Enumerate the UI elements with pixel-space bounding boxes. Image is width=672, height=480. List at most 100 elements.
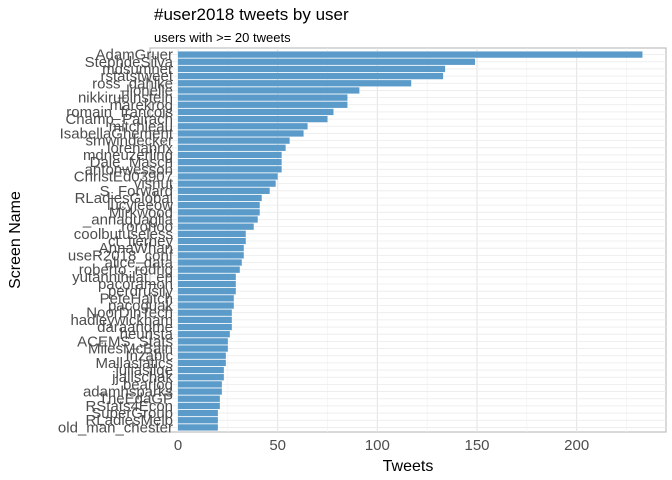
- bar: [178, 359, 226, 367]
- y-tick-label: hadleywickham: [70, 312, 173, 329]
- bar: [178, 345, 228, 352]
- y-tick-label: AdamGruer: [95, 47, 173, 64]
- y-tick-label: ct_tierney: [108, 233, 174, 250]
- bar: [178, 187, 270, 194]
- y-tick-label: antonwesson: [85, 161, 173, 178]
- y-tick-label: yutannihilat_en: [72, 269, 173, 286]
- x-tick-label: 150: [464, 437, 489, 454]
- chart-subtitle: users with >= 20 tweets: [154, 30, 291, 45]
- bar: [178, 245, 244, 252]
- bar: [178, 230, 246, 237]
- x-tick-label: 50: [269, 437, 286, 454]
- y-tick-label: RStats4Econ: [85, 398, 173, 415]
- bar: [178, 94, 348, 101]
- y-tick-label: pacoramon: [98, 276, 173, 293]
- y-tick-label: IsabellaGhement: [60, 125, 174, 142]
- bar: [178, 302, 234, 309]
- bar: [178, 402, 220, 410]
- y-tick-label: Inzabic: [125, 348, 173, 365]
- bar: [178, 216, 258, 223]
- y-tick-label: old_man_chester: [58, 419, 173, 436]
- bar: [178, 338, 228, 345]
- bar: [178, 424, 218, 431]
- y-tick-label: mitchleau: [109, 118, 173, 135]
- x-tick-labels: 0 50 100 150 200: [174, 437, 589, 454]
- bar: [178, 366, 224, 374]
- bar: [178, 137, 290, 144]
- y-tick-label: SuperGroup: [91, 405, 173, 422]
- y-tick-label: S_Forward: [100, 183, 173, 200]
- x-tick-label: 100: [365, 437, 390, 454]
- bar: [178, 280, 236, 288]
- y-tick-label: romain_francois: [66, 104, 173, 121]
- y-tick-label: RLadiesMelb: [85, 412, 173, 429]
- y-tick-label: Champ_Pairach: [65, 111, 173, 128]
- bar: [178, 223, 254, 230]
- y-tick-label: jjallschak: [111, 369, 173, 386]
- bar: [178, 87, 360, 94]
- y-tick-label: Mallaslatics: [95, 355, 173, 372]
- y-tick-label: lucyleeow: [107, 197, 173, 214]
- bar: [178, 259, 242, 266]
- y-tick-label: juliasilge: [114, 362, 173, 379]
- bar: [178, 209, 260, 216]
- y-tick-labels: AdamGruerStephdeSilvamdsumnerrstatstweet…: [58, 47, 174, 437]
- y-tick-label: Dale_Masch: [90, 154, 173, 171]
- bar: [178, 323, 232, 331]
- y-tick-label: StephdeSilva: [85, 54, 174, 71]
- y-tick-label: lorenanrix: [107, 140, 173, 157]
- bar: [178, 409, 218, 417]
- bar: [178, 237, 246, 245]
- bar: [178, 266, 240, 273]
- y-tick-label: MilesMcBain: [88, 341, 173, 358]
- x-tick-label: 200: [564, 437, 589, 454]
- y-tick-label: heurista: [120, 326, 174, 343]
- y-tick-label: adamhsparks: [83, 384, 173, 401]
- y-tick-label: AnnaWhan: [99, 240, 173, 257]
- chart-title: #user2018 tweets by user: [154, 5, 349, 24]
- y-tick-label: ross_dahlke: [92, 75, 173, 92]
- bars: [178, 51, 643, 431]
- bar: [178, 309, 232, 316]
- bar: [178, 374, 224, 381]
- y-tick-label: rorohoo: [121, 219, 173, 236]
- y-tick-label: mdsumner: [102, 61, 173, 78]
- y-tick-label: bearlog: [123, 376, 173, 393]
- y-tick-label: visnut: [134, 176, 174, 193]
- bar: [178, 151, 282, 159]
- y-tick-label: coolbutuseless: [74, 226, 173, 243]
- y-tick-label: smwindecker: [85, 133, 173, 150]
- bar: [178, 115, 328, 123]
- x-tick-label: 0: [174, 437, 182, 454]
- bar: [178, 395, 220, 402]
- bar: [178, 144, 286, 151]
- y-tick-label: alice_data: [105, 255, 174, 272]
- bar: [178, 80, 412, 87]
- bar: [178, 288, 236, 295]
- y-tick-label: marekrog: [110, 97, 173, 114]
- bar: [178, 101, 348, 108]
- bar: [178, 108, 334, 116]
- y-tick-label: daraandme: [97, 319, 173, 336]
- bar: [178, 273, 236, 281]
- bar: [178, 166, 282, 173]
- y-tick-label: NoorDinTech: [86, 305, 173, 322]
- bar: [178, 194, 262, 202]
- bar: [178, 352, 226, 359]
- bar: [178, 158, 282, 166]
- y-tick-label: nikkirubinstein: [78, 90, 173, 107]
- bar: [178, 331, 230, 338]
- y-axis-title: Screen Name: [7, 191, 24, 289]
- bar: [178, 130, 304, 137]
- y-tick-label: mdneuzerling: [83, 147, 173, 164]
- y-tick-label: PeteHaitch: [100, 290, 173, 307]
- bar: [178, 180, 276, 187]
- bar: [178, 295, 234, 302]
- bar: [178, 123, 308, 130]
- bar: [178, 381, 222, 388]
- y-tick-label: roberto_rodrig: [79, 262, 173, 279]
- bar: [178, 201, 260, 209]
- y-tick-label: ChristEd03907: [74, 168, 173, 185]
- bar: [178, 51, 643, 58]
